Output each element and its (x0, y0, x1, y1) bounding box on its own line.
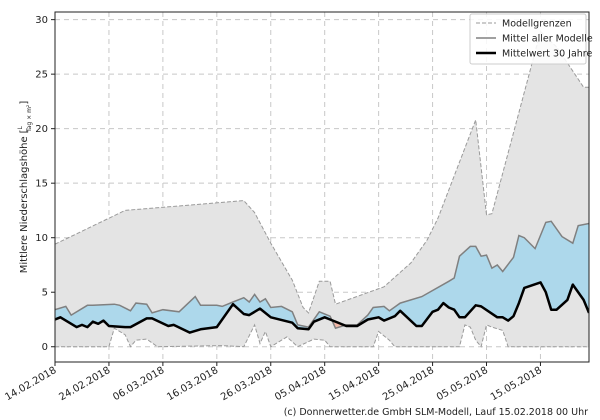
model-envelope-area (55, 31, 589, 347)
series-lower-bound (55, 323, 589, 348)
x-tick-label: 15.05.2018 (489, 365, 544, 403)
y-tick-label: 15 (35, 179, 48, 190)
y-unit-numerator: L (17, 125, 24, 129)
x-tick-label: 24.02.2018 (57, 365, 112, 403)
x-tick-label: 06.03.2018 (111, 365, 166, 403)
legend-label: Modellgrenzen (502, 19, 572, 30)
x-tick-label: 05.04.2018 (273, 365, 328, 403)
x-tick-label: 26.03.2018 (219, 365, 274, 403)
y-tick-label: 10 (35, 233, 48, 244)
x-tick-label: 05.05.2018 (435, 365, 490, 403)
y-unit-denominator: Tag × m² (26, 104, 33, 133)
above-normal-area (55, 221, 589, 333)
x-tick-label: 25.04.2018 (381, 365, 436, 403)
y-axis-label-text: Mittlere Niederschlagshöhe (19, 136, 30, 273)
legend-label: Mittelwert 30 Jahre (502, 49, 592, 60)
y-tick-label: 20 (35, 124, 48, 135)
series-mean-30y (55, 281, 589, 334)
y-tick-label: 5 (42, 288, 48, 299)
x-tick-label: 16.03.2018 (165, 365, 220, 403)
y-axis-label: Mittlere Niederschlagshöhe[L Tag × m²] (17, 101, 33, 274)
y-tick-label: 25 (35, 70, 48, 81)
series-upper-bound (55, 30, 589, 314)
legend-label: Mittel aller Modelle (502, 34, 593, 45)
plot-frame (54, 11, 590, 363)
x-axis: 14.02.201824.02.201806.03.201816.03.2018… (3, 362, 544, 403)
y-tick-label: 30 (35, 15, 48, 26)
y-axis: 0 5 10 15 20 25 30 (35, 15, 55, 353)
y-tick-label: 0 (42, 342, 48, 353)
footer-credit: (c) Donnerwetter.de GmbH SLM-Modell, Lau… (284, 407, 588, 418)
series-mean-models (55, 220, 589, 330)
x-tick-label: 15.04.2018 (327, 365, 382, 403)
legend: Modellgrenzen Mittel aller Modelle Mitte… (469, 13, 593, 65)
x-tick-label: 14.02.2018 (3, 365, 58, 403)
